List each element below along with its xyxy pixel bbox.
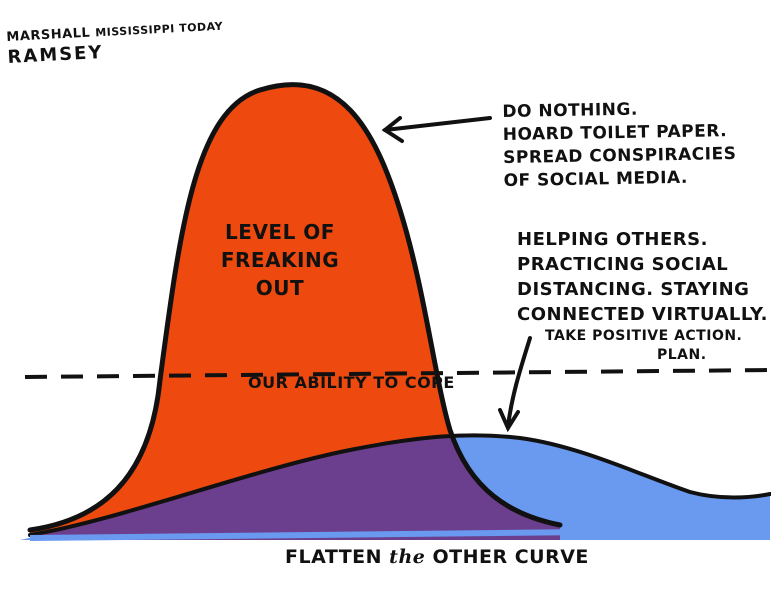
level-of-freaking-out-label: LEVEL of FREAKING OUT xyxy=(200,218,360,302)
helping-others-label: HELPING OTHERS. PRACTICING SOCIAL DISTAN… xyxy=(517,227,768,365)
arrow-to-flattened-curve xyxy=(498,336,532,433)
caption-part: FLATTEN xyxy=(285,546,390,568)
helping-line: DISTANCING. STAYING xyxy=(517,279,750,300)
level-line: FREAKING xyxy=(220,248,340,272)
do-nothing-line: SPREAD CONSPIRACIES xyxy=(503,143,737,169)
overlap-area xyxy=(30,435,560,540)
caption-emphasis: the xyxy=(389,546,426,568)
level-line: OUT xyxy=(255,276,305,300)
level-line: LEVEL of xyxy=(225,220,335,244)
do-nothing-label: DO NOTHING. HOARD TOILET PAPER. SPREAD C… xyxy=(502,97,737,193)
helping-line: HELPING OTHERS. xyxy=(517,229,708,250)
cartoon-caption: FLATTEN the OTHER CURVE xyxy=(285,545,589,569)
helping-line: CONNECTED VIRTUALLY. xyxy=(517,304,768,325)
ability-to-cope-label: OUR ABILITY to COPE xyxy=(248,373,455,392)
arrow-to-tall-curve xyxy=(381,116,492,143)
flattened-curve-outline xyxy=(28,433,771,537)
caption-part: OTHER CURVE xyxy=(425,546,589,568)
helping-line: PRACTICING SOCIAL xyxy=(517,254,729,275)
publication-name: MISSISSIPPI TODAY xyxy=(94,19,224,40)
baseline xyxy=(29,527,771,541)
take-action-line: TAKE POSITIVE ACTION. xyxy=(545,328,743,344)
plan-line: PLAN. xyxy=(657,347,707,363)
ability-to-cope-line xyxy=(24,368,771,379)
artist-name-first: MARSHALL xyxy=(6,25,91,45)
do-nothing-line: OF SOCIAL MEDIA. xyxy=(503,167,689,192)
tall-curve-outline xyxy=(27,82,563,533)
tall-curve xyxy=(30,84,560,540)
